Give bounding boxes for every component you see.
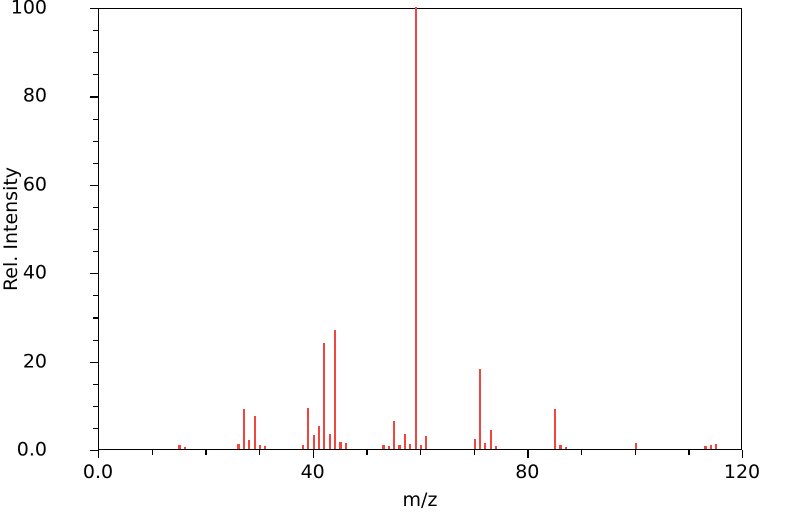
spectrum-peaks [99,7,741,449]
spectrum-peak [393,421,396,449]
plot-area [98,7,742,450]
x-tick-major [742,450,744,458]
y-axis-label: Rel. Intensity [0,166,22,292]
x-tick-major [98,450,100,458]
spectrum-peak [307,408,310,449]
y-tick-major [90,450,98,452]
spectrum-peak [312,434,315,449]
spectrum-peak [473,439,476,449]
spectrum-peak [484,442,487,449]
y-tick-minor [93,140,98,142]
x-axis-label: m/z [402,489,438,511]
spectrum-peak [258,444,262,449]
spectrum-peak [328,434,331,449]
y-tick-label: 100 [10,0,47,19]
x-tick-label: 80 [515,461,540,483]
spectrum-peak [178,445,181,449]
spectrum-peak [253,415,256,449]
y-tick-minor [93,52,98,54]
y-tick-minor [93,206,98,209]
y-tick-minor [93,30,98,32]
spectrum-peak [183,446,186,449]
y-tick-minor [93,162,98,164]
x-tick-minor [581,450,583,455]
spectrum-peak [489,430,492,449]
y-tick-label: 20 [22,350,47,373]
spectrum-peak [339,441,342,449]
y-tick-minor [93,74,98,76]
y-tick-major [90,273,98,275]
spectrum-peak [248,439,251,449]
y-tick-minor [93,295,98,297]
spectrum-peak [559,445,562,449]
spectrum-peak [264,445,267,449]
spectrum-peak [564,446,567,449]
spectrum-peak [301,444,305,449]
x-tick-major [312,450,314,458]
spectrum-peak [344,442,347,449]
y-tick-major [90,361,98,363]
spectrum-peak [382,445,385,449]
spectrum-peak [409,444,412,449]
spectrum-peak [242,409,245,449]
y-tick-major [90,8,98,10]
spectrum-peak [237,443,240,449]
y-tick-minor [93,405,98,407]
y-tick-major [90,184,98,187]
x-tick-minor [634,450,636,455]
spectrum-peak [414,7,417,449]
spectrum-peak [554,409,557,449]
x-tick-major [527,450,529,458]
y-tick-label: 40 [22,261,47,284]
spectrum-peak [387,445,390,449]
y-tick-minor [93,383,98,385]
spectrum-peak [478,369,482,449]
spectrum-peak [398,444,401,449]
y-tick-major [90,96,98,98]
spectrum-peak [715,444,718,449]
spectrum-peak [317,425,321,449]
x-tick-minor [259,450,261,455]
spectrum-peak [704,446,707,449]
y-tick-minor [93,118,98,120]
y-tick-minor [93,339,98,341]
y-tick-label: 60 [22,173,47,196]
x-tick-minor [688,450,690,455]
spectrum-peak [334,329,337,449]
x-tick-label: 40 [300,461,325,483]
y-tick-minor [93,317,98,319]
y-tick-minor [93,427,98,430]
y-tick-label: 0.0 [16,438,47,461]
x-tick-minor [205,450,207,455]
x-tick-minor [366,450,368,455]
spectrum-peak [425,435,428,449]
x-tick-minor [420,450,422,455]
x-tick-minor [473,450,475,455]
y-tick-minor [93,229,98,231]
x-tick-minor [151,450,153,455]
spectrum-peak [419,444,423,449]
x-tick-label: 120 [723,461,761,483]
y-tick-label: 80 [22,84,47,107]
x-tick-label: 0.0 [82,461,114,483]
spectrum-peak [634,442,637,449]
y-tick-minor [93,251,98,253]
spectrum-peak [323,342,326,449]
spectrum-peak [403,433,406,449]
spectrum-peak [709,445,712,449]
spectrum-peak [495,446,498,449]
